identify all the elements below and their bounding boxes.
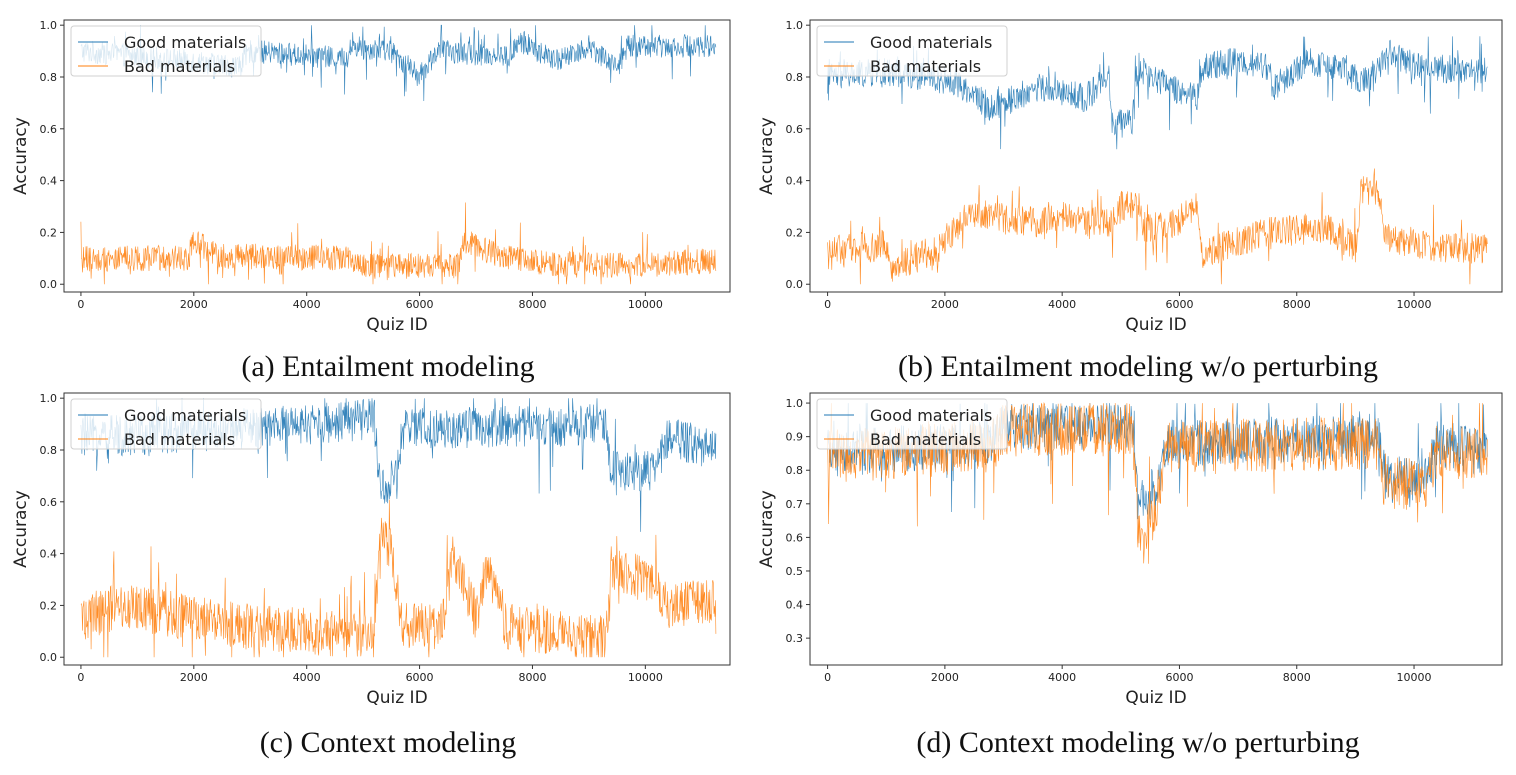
chart-panel-b: 0 2000 4000 6000 8000 10000 0.0 0.2 0.4 0.6 0.8 1.0… <box>757 0 1516 390</box>
x-tick-label: 2000 <box>931 298 959 311</box>
x-axis-label: Quiz ID <box>366 688 427 708</box>
plot-frame <box>63 19 731 293</box>
x-tick-label: 0 <box>77 298 84 311</box>
x-tick-label: 0 <box>824 298 831 311</box>
series-line-bad-materials <box>827 401 1488 564</box>
legend: Good materials Bad materials <box>70 25 262 77</box>
y-tick-label: 0.0 <box>40 278 58 291</box>
x-tick-label: 4000 <box>293 671 321 684</box>
plot-frame <box>63 392 731 666</box>
chart-b-svg: 0 2000 4000 6000 8000 10000 0.0 0.2 0.4 0.6 0.8 1.0… <box>757 19 1503 335</box>
chart-b-caption: (b) Entailment modeling w/o perturbing <box>898 350 1378 383</box>
legend: Good materials Bad materials <box>70 398 262 450</box>
y-axis-label: Accuracy <box>11 117 31 195</box>
legend-label: Bad materials <box>124 57 235 76</box>
chart-d-caption: (d) Context modeling w/o perturbing <box>916 726 1360 759</box>
series-line-good-materials <box>827 36 1488 150</box>
plot-frame <box>809 19 1503 293</box>
x-tick-label: 2000 <box>931 671 959 684</box>
y-tick-label: 1.0 <box>786 19 804 32</box>
x-axis-label: Quiz ID <box>1125 688 1186 708</box>
chart-panel-c: 0 2000 4000 6000 8000 10000 0.0 0.2 0.4 0.6 0.8 1.0… <box>0 392 750 775</box>
x-tick-label: 10000 <box>1397 298 1432 311</box>
y-tick-label: 0.8 <box>786 464 804 477</box>
legend: Good materials Bad materials <box>816 25 1008 77</box>
chart-d-svg: 0 2000 4000 6000 8000 10000 0.3 0.4 0.5 0.6 0.7 0.8… <box>757 392 1503 708</box>
chart-a-svg: 0 2000 4000 6000 8000 10000 0.0 0.2 0.4 0.6 0.8 1.0… <box>11 19 731 335</box>
legend-box <box>70 398 262 450</box>
y-tick-label: 0.6 <box>40 123 58 136</box>
legend-label: Good materials <box>124 33 246 52</box>
series-line-bad-materials <box>827 168 1488 285</box>
y-tick-label: 0.8 <box>786 71 804 84</box>
y-tick-label: 0.6 <box>786 531 804 544</box>
x-tick-label: 6000 <box>1165 298 1193 311</box>
y-tick-label: 0.4 <box>40 548 58 561</box>
y-tick-label: 0.3 <box>786 632 804 645</box>
x-tick-label: 6000 <box>406 298 434 311</box>
legend-label: Bad materials <box>870 57 981 76</box>
x-tick-label: 6000 <box>406 671 434 684</box>
legend-label: Bad materials <box>124 430 235 449</box>
legend-box <box>816 25 1008 77</box>
y-tick-label: 0.2 <box>40 599 58 612</box>
legend-box <box>816 398 1008 450</box>
legend-label: Bad materials <box>870 430 981 449</box>
y-tick-label: 0.6 <box>786 123 804 136</box>
x-tick-label: 6000 <box>1165 671 1193 684</box>
y-axis-label: Accuracy <box>757 117 777 195</box>
x-tick-label: 2000 <box>180 298 208 311</box>
legend: Good materials Bad materials <box>816 398 1008 450</box>
plot-frame <box>809 392 1503 666</box>
chart-c-svg: 0 2000 4000 6000 8000 10000 0.0 0.2 0.4 0.6 0.8 1.0… <box>11 392 731 708</box>
y-axis-label: Accuracy <box>757 490 777 568</box>
x-tick-label: 8000 <box>1283 671 1311 684</box>
y-tick-label: 0.0 <box>40 651 58 664</box>
x-tick-label: 8000 <box>518 671 546 684</box>
x-axis-label: Quiz ID <box>1125 315 1186 335</box>
legend-label: Good materials <box>870 406 992 425</box>
x-tick-label: 10000 <box>628 671 663 684</box>
x-tick-label: 0 <box>77 671 84 684</box>
x-tick-label: 8000 <box>1283 298 1311 311</box>
chart-a-caption: (a) Entailment modeling <box>241 350 535 383</box>
y-tick-label: 0.7 <box>786 498 804 511</box>
y-tick-label: 0.6 <box>40 496 58 509</box>
y-tick-label: 1.0 <box>40 19 58 32</box>
x-axis-label: Quiz ID <box>366 315 427 335</box>
legend-label: Good materials <box>870 33 992 52</box>
y-tick-label: 0.2 <box>40 226 58 239</box>
y-tick-label: 0.5 <box>786 565 804 578</box>
y-tick-label: 1.0 <box>786 397 804 410</box>
y-tick-label: 1.0 <box>40 392 58 405</box>
chart-panel-d: 0 2000 4000 6000 8000 10000 0.3 0.4 0.5 0.6 0.7 0.8… <box>757 392 1516 775</box>
series-line-bad-materials <box>80 499 717 658</box>
x-tick-label: 2000 <box>180 671 208 684</box>
x-tick-label: 10000 <box>1397 671 1432 684</box>
legend-label: Good materials <box>124 406 246 425</box>
legend-box <box>70 25 262 77</box>
chart-panel-a: 0 2000 4000 6000 8000 10000 0.0 0.2 0.4 0.6 0.8 1.0… <box>0 0 750 390</box>
chart-c-caption: (c) Context modeling <box>259 726 517 759</box>
y-tick-label: 0.2 <box>786 226 804 239</box>
series-group <box>827 36 1488 285</box>
series-line-bad-materials <box>80 202 717 285</box>
y-axis-label: Accuracy <box>11 490 31 568</box>
y-tick-label: 0.9 <box>786 431 804 444</box>
y-tick-label: 0.8 <box>40 444 58 457</box>
x-tick-label: 8000 <box>518 298 546 311</box>
x-tick-label: 4000 <box>1048 298 1076 311</box>
y-tick-label: 0.0 <box>786 278 804 291</box>
x-tick-label: 4000 <box>293 298 321 311</box>
y-tick-label: 0.4 <box>786 175 804 188</box>
y-tick-label: 0.4 <box>40 175 58 188</box>
x-tick-label: 0 <box>824 671 831 684</box>
y-tick-label: 0.8 <box>40 71 58 84</box>
x-tick-label: 4000 <box>1048 671 1076 684</box>
x-tick-label: 10000 <box>628 298 663 311</box>
y-tick-label: 0.4 <box>786 599 804 612</box>
